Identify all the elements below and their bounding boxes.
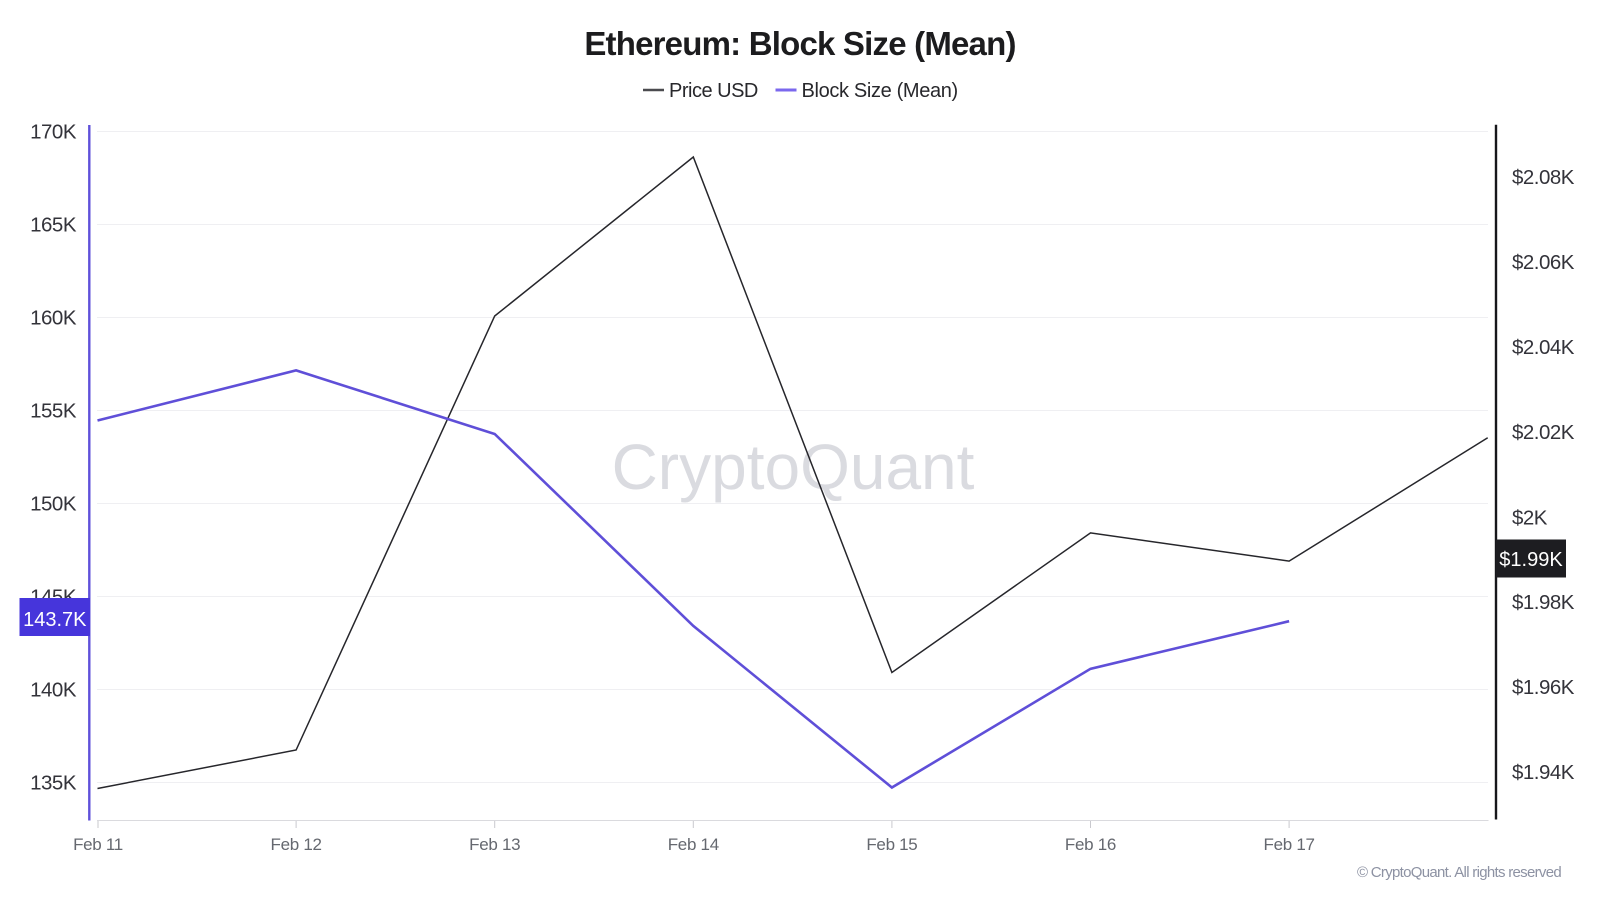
svg-text:$2K: $2K	[1512, 507, 1548, 530]
svg-text:140K: 140K	[30, 679, 77, 702]
svg-text:$1.96K: $1.96K	[1512, 676, 1575, 699]
svg-text:Ethereum: Block Size (Mean): Ethereum: Block Size (Mean)	[584, 25, 1015, 62]
svg-text:143.7K: 143.7K	[23, 609, 87, 631]
svg-text:$2.02K: $2.02K	[1512, 421, 1575, 444]
svg-text:150K: 150K	[30, 493, 77, 516]
svg-text:Feb 16: Feb 16	[1065, 835, 1116, 854]
svg-text:160K: 160K	[30, 307, 77, 330]
svg-text:© CryptoQuant. All rights rese: © CryptoQuant. All rights reserved	[1357, 864, 1561, 881]
svg-text:Feb 13: Feb 13	[469, 835, 520, 854]
svg-text:Feb 14: Feb 14	[668, 835, 719, 854]
svg-text:$2.06K: $2.06K	[1512, 251, 1575, 274]
svg-text:Feb 11: Feb 11	[73, 835, 123, 854]
svg-text:165K: 165K	[30, 214, 77, 237]
svg-text:135K: 135K	[30, 772, 77, 795]
svg-text:$1.99K: $1.99K	[1499, 549, 1563, 571]
svg-text:Feb 12: Feb 12	[271, 835, 322, 854]
svg-text:$2.04K: $2.04K	[1512, 336, 1575, 359]
svg-text:CryptoQuant: CryptoQuant	[612, 431, 975, 503]
svg-text:Block Size (Mean): Block Size (Mean)	[802, 80, 958, 102]
svg-text:$2.08K: $2.08K	[1512, 166, 1575, 189]
svg-text:Feb 15: Feb 15	[866, 835, 917, 854]
svg-text:$1.98K: $1.98K	[1512, 591, 1575, 614]
svg-text:Feb 17: Feb 17	[1264, 835, 1315, 854]
svg-text:$1.94K: $1.94K	[1512, 761, 1575, 784]
svg-text:155K: 155K	[30, 400, 77, 423]
svg-text:170K: 170K	[30, 121, 77, 144]
svg-text:Price USD: Price USD	[669, 80, 758, 102]
